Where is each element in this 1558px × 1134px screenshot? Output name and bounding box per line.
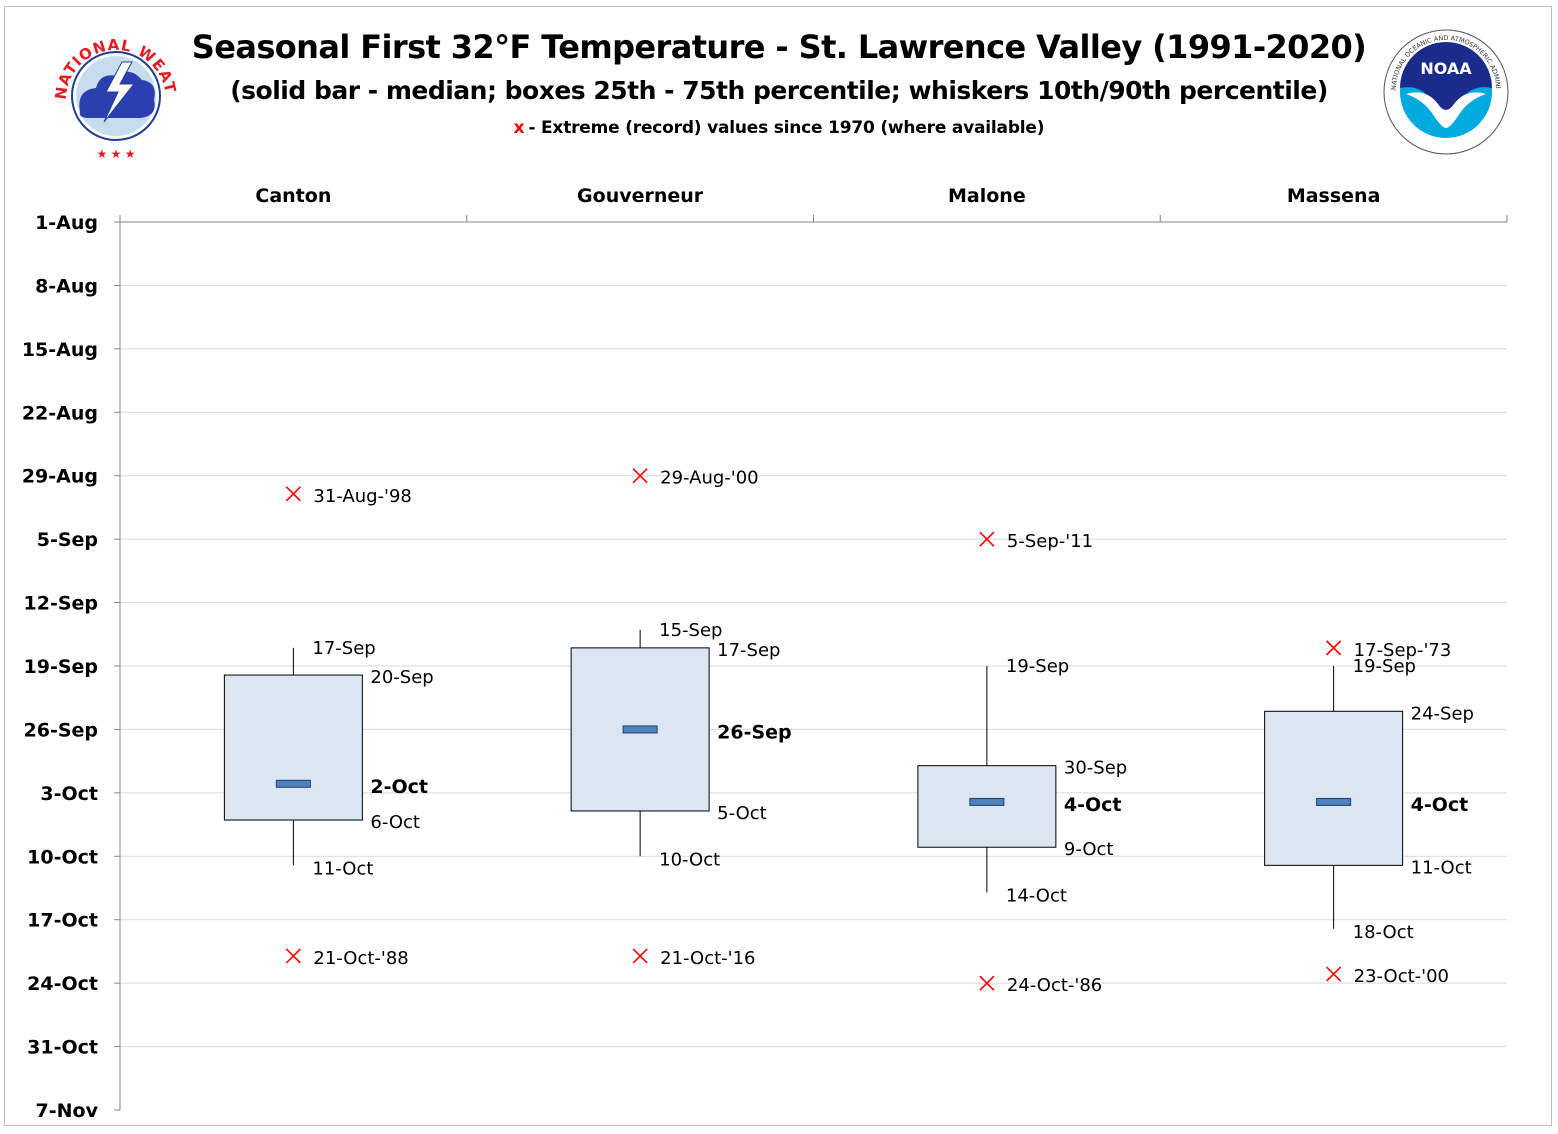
- record-late-label: 21-Oct-'88: [313, 948, 408, 969]
- svg-text:★ ★ ★: ★ ★ ★: [97, 147, 136, 161]
- y-tick-label: 12-Sep: [24, 593, 99, 615]
- record-early-label: 5-Sep-'11: [1007, 531, 1093, 552]
- record-late-marker: [632, 948, 648, 964]
- p10-label: 15-Sep: [659, 620, 722, 641]
- median-bar: [275, 779, 311, 788]
- median-label: 2-Oct: [370, 776, 428, 798]
- iqr-box: [917, 765, 1057, 848]
- p25-label: 30-Sep: [1064, 758, 1127, 779]
- chart-frame: [4, 6, 1552, 1126]
- legend-note: x- Extreme (record) values since 1970 (w…: [0, 118, 1558, 138]
- record-early-label: 31-Aug-'98: [313, 486, 412, 507]
- y-tick-label: 26-Sep: [24, 719, 99, 741]
- category-label: Malone: [948, 185, 1026, 207]
- p10-label: 19-Sep: [1353, 656, 1416, 677]
- y-tick-label: 3-Oct: [40, 783, 98, 805]
- record-early-marker: [979, 531, 995, 547]
- median-label: 4-Oct: [1411, 794, 1469, 816]
- p25-label: 24-Sep: [1411, 703, 1474, 724]
- record-late-label: 21-Oct-'16: [660, 948, 755, 969]
- record-late-marker: [285, 948, 301, 964]
- y-tick-label: 19-Sep: [24, 656, 99, 678]
- p90-label: 10-Oct: [659, 849, 720, 870]
- record-late-label: 23-Oct-'00: [1354, 966, 1449, 987]
- y-tick-label: 7-Nov: [36, 1100, 99, 1122]
- category-label: Canton: [255, 185, 331, 207]
- station-series: 17-Sep 20-Sep 2-Oct 6-Oct 11-Oct 31-Aug-'98 21…: [223, 468, 1474, 996]
- record-early-label: 17-Sep-'73: [1354, 640, 1452, 661]
- chart-title: Seasonal First 32°F Temperature - St. La…: [191, 28, 1367, 66]
- median-label: 4-Oct: [1064, 794, 1122, 816]
- station-group-malone: 19-Sep 30-Sep 4-Oct 9-Oct 14-Oct 5-Sep-'11 24-…: [917, 531, 1127, 996]
- p25-label: 20-Sep: [370, 667, 433, 688]
- p75-label: 5-Oct: [717, 803, 767, 824]
- axes: 1-Aug 8-Aug 15-Aug 22-Aug 29-Aug 5-Sep 12-Sep 1…: [22, 185, 1508, 1122]
- p90-label: 18-Oct: [1353, 922, 1414, 943]
- y-tick-label: 5-Sep: [37, 529, 98, 551]
- p90-label: 14-Oct: [1006, 886, 1067, 907]
- record-early-marker: [1326, 640, 1342, 656]
- record-late-marker: [1326, 966, 1342, 982]
- record-late-label: 24-Oct-'86: [1007, 975, 1102, 996]
- y-tick-label: 1-Aug: [35, 212, 98, 234]
- extreme-marker-legend: x: [513, 118, 525, 138]
- legend-note-text: - Extreme (record) values since 1970 (wh…: [528, 118, 1045, 138]
- gridlines: [120, 284, 1507, 1048]
- chart-subtitle: (solid bar - median; boxes 25th - 75th p…: [230, 76, 1328, 105]
- record-early-marker: [632, 468, 648, 484]
- y-tick-label: 10-Oct: [27, 846, 98, 868]
- station-group-massena: 19-Sep 24-Sep 4-Oct 11-Oct 18-Oct 17-Sep-'73 2…: [1264, 640, 1474, 987]
- y-tick-label: 8-Aug: [35, 275, 98, 297]
- record-late-marker: [979, 975, 995, 991]
- record-early-marker: [285, 486, 301, 502]
- svg-text:NOAA: NOAA: [1420, 59, 1472, 78]
- noaa-logo: NOAA NATIONAL OCEANIC AND ATMOSPHERIC AD…: [1382, 24, 1509, 155]
- y-tick-label: 17-Oct: [27, 910, 98, 932]
- category-label: Gouverneur: [577, 185, 704, 207]
- nws-logo: NATIONAL WEATHER SERVICE ★ ★ ★: [46, 26, 182, 162]
- station-group-canton: 17-Sep 20-Sep 2-Oct 6-Oct 11-Oct 31-Aug-'98 21…: [223, 486, 434, 969]
- p75-label: 6-Oct: [370, 812, 420, 833]
- y-tick-label: 15-Aug: [22, 339, 98, 361]
- p10-label: 17-Sep: [312, 638, 375, 659]
- p90-label: 11-Oct: [312, 858, 373, 879]
- p75-label: 9-Oct: [1064, 839, 1114, 860]
- p25-label: 17-Sep: [717, 640, 780, 661]
- iqr-box: [1264, 710, 1404, 866]
- y-tick-label: 31-Oct: [27, 1037, 98, 1059]
- median-bar: [969, 797, 1005, 806]
- y-tick-label: 22-Aug: [22, 402, 98, 424]
- category-label: Massena: [1287, 185, 1381, 207]
- y-tick-label: 29-Aug: [22, 466, 98, 488]
- median-bar: [622, 725, 658, 734]
- y-tick-label: 24-Oct: [27, 973, 98, 995]
- record-early-label: 29-Aug-'00: [660, 468, 759, 489]
- p10-label: 19-Sep: [1006, 656, 1069, 677]
- iqr-box: [223, 674, 363, 821]
- median-label: 26-Sep: [717, 721, 792, 743]
- p75-label: 11-Oct: [1411, 857, 1472, 878]
- median-bar: [1316, 797, 1352, 806]
